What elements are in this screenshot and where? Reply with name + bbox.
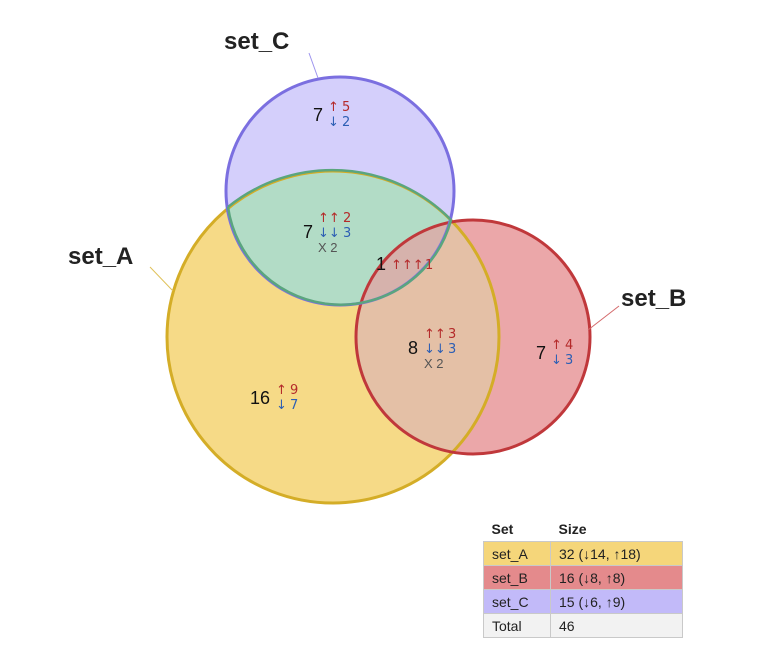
down-count: 7 bbox=[290, 398, 298, 413]
up-arrows: ↑ bbox=[551, 338, 562, 353]
down-arrows: ↓ bbox=[276, 398, 287, 413]
region-count: 16 bbox=[250, 388, 270, 408]
down-count: 3 bbox=[448, 342, 456, 357]
legend-row-total: Total 46 bbox=[483, 613, 683, 638]
legend-header-set: Set bbox=[491, 521, 514, 537]
up-count: 5 bbox=[342, 100, 350, 115]
up-count: 1 bbox=[425, 258, 433, 273]
region-a-b: 8 ↑↑ 3 ↓↓ 3 X 2 bbox=[408, 327, 456, 371]
region-count: 8 bbox=[408, 338, 418, 358]
up-arrows: ↑ bbox=[276, 383, 287, 398]
legend-set-name: set_B bbox=[483, 565, 551, 590]
region-a-b-c: 1 ↑↑↑ 1 bbox=[376, 254, 433, 274]
up-count: 3 bbox=[448, 327, 456, 342]
mixed-count: X 2 bbox=[318, 240, 338, 255]
set-b-leader bbox=[587, 305, 620, 331]
down-count: 3 bbox=[565, 353, 573, 368]
legend-header-row: Set Size bbox=[484, 517, 683, 542]
region-count: 7 bbox=[313, 105, 323, 125]
legend-row-set-a: set_A 32 (↓14, ↑18) bbox=[483, 541, 683, 566]
set-a-label: set_A bbox=[68, 243, 133, 270]
down-count: 3 bbox=[343, 226, 351, 241]
set-b-label: set_B bbox=[621, 285, 686, 312]
set-c-leader bbox=[308, 52, 319, 79]
up-arrows: ↑↑ bbox=[318, 211, 340, 226]
down-count: 2 bbox=[342, 115, 350, 130]
up-count: 2 bbox=[343, 211, 351, 226]
set-size-legend: Set Size set_A 32 (↓14, ↑18) set_B 16 (↓… bbox=[483, 517, 683, 638]
legend-set-size: 46 bbox=[550, 613, 683, 638]
legend-set-name: Total bbox=[483, 613, 551, 638]
region-count: 7 bbox=[536, 343, 546, 363]
legend-set-size: 16 (↓8, ↑8) bbox=[550, 565, 683, 590]
legend-set-name: set_C bbox=[483, 589, 551, 614]
legend-header-size: Size bbox=[558, 521, 587, 537]
up-count: 9 bbox=[290, 383, 298, 398]
region-count: 1 bbox=[376, 254, 386, 274]
region-b-only: 7 ↑ 4 ↓ 3 bbox=[536, 338, 573, 368]
a-inside-c-arc bbox=[227, 168, 452, 221]
legend-row-set-c: set_C 15 (↓6, ↑9) bbox=[483, 589, 683, 614]
set-a-leader bbox=[149, 266, 174, 292]
down-arrows: ↓ bbox=[328, 115, 339, 130]
down-arrows: ↓ bbox=[551, 353, 562, 368]
up-arrows: ↑↑↑ bbox=[391, 258, 424, 273]
down-arrows: ↓↓ bbox=[318, 226, 340, 241]
set-b-outline bbox=[354, 218, 592, 456]
region-c-only: 7 ↑ 5 ↓ 2 bbox=[313, 100, 350, 130]
region-a-only: 16 ↑ 9 ↓ 7 bbox=[250, 383, 298, 413]
set-c-label: set_C bbox=[224, 28, 289, 55]
down-arrows: ↓↓ bbox=[424, 342, 446, 357]
mixed-count: X 2 bbox=[424, 356, 444, 371]
legend-row-set-b: set_B 16 (↓8, ↑8) bbox=[483, 565, 683, 590]
up-count: 4 bbox=[565, 338, 573, 353]
legend-set-size: 32 (↓14, ↑18) bbox=[550, 541, 683, 566]
region-count: 7 bbox=[303, 222, 313, 242]
up-arrows: ↑ bbox=[328, 100, 339, 115]
c-inside-a-arc bbox=[226, 206, 453, 306]
legend-set-size: 15 (↓6, ↑9) bbox=[550, 589, 683, 614]
legend-set-name: set_A bbox=[483, 541, 551, 566]
up-arrows: ↑↑ bbox=[424, 327, 446, 342]
region-a-c: 7 ↑↑ 2 ↓↓ 3 X 2 bbox=[303, 211, 351, 255]
